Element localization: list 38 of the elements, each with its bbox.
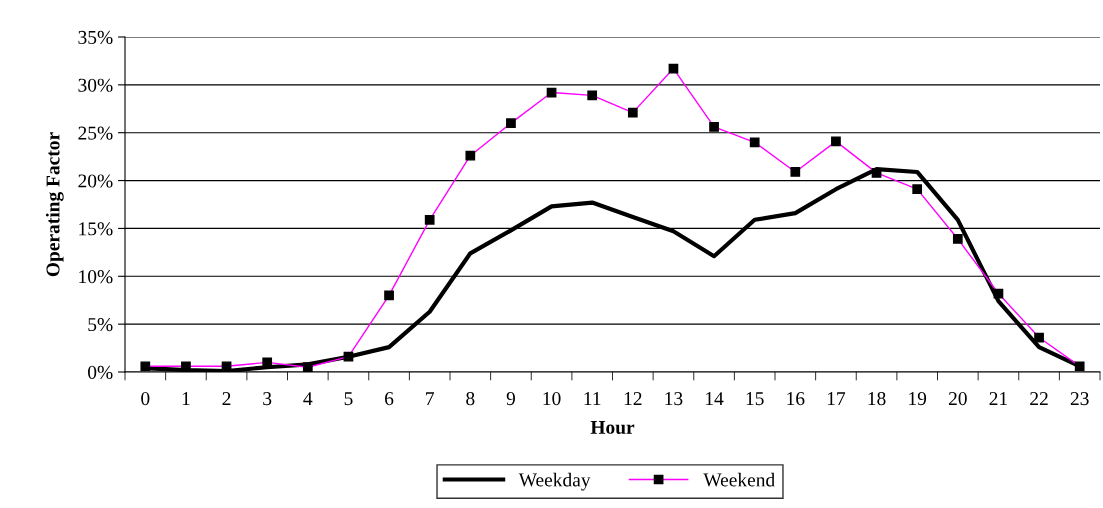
x-tick-label: 22: [1030, 392, 1048, 405]
legend-label: Weekday: [518, 472, 591, 491]
x-tick-label: 9: [506, 392, 515, 406]
x-tick-label: 8: [466, 392, 475, 406]
x-tick-label: 3: [263, 392, 272, 406]
y-tick-label: 0%: [88, 365, 113, 379]
x-tick-label: 23: [1070, 392, 1089, 406]
y-tick-label: 35%: [78, 30, 113, 44]
x-tick-label: 2: [222, 392, 231, 405]
point: [343, 351, 354, 362]
x-tick-label: 10: [543, 392, 561, 406]
y-axis-title: Operating Factor: [45, 132, 64, 277]
x-tick-label: 1: [182, 392, 190, 405]
x-tick-label: 0: [141, 392, 150, 406]
y-tick-label: 10%: [79, 270, 113, 284]
y-tick-label: 30%: [78, 78, 113, 92]
x-tick-label: 5: [344, 392, 353, 406]
y-tick-label: 5%: [88, 317, 113, 332]
x-tick-label: 16: [787, 392, 805, 406]
legend-label: Weekend: [703, 472, 775, 487]
x-tick-label: 7: [426, 392, 434, 405]
x-axis-title: Hour: [590, 420, 635, 434]
x-tick-label: 11: [584, 392, 601, 405]
x-tick-label: 4: [303, 392, 313, 405]
x-tick-label: 17: [827, 392, 846, 405]
x-tick-label: 13: [665, 392, 683, 406]
x-tick-label: 20: [948, 392, 967, 406]
y-tick-label: 25%: [78, 126, 113, 140]
x-tick-label: 14: [706, 392, 724, 405]
x-tick-label: 12: [624, 392, 642, 405]
y-tick-label: 20%: [78, 174, 113, 188]
point: [1074, 361, 1085, 372]
x-tick-label: 19: [909, 392, 927, 406]
y-tick-label: 15%: [79, 222, 113, 236]
x-tick-label: 18: [868, 392, 886, 406]
x-tick-label: 21: [989, 392, 1007, 405]
x-tick-label: 15: [746, 392, 764, 406]
x-tick-label: 6: [385, 392, 394, 406]
